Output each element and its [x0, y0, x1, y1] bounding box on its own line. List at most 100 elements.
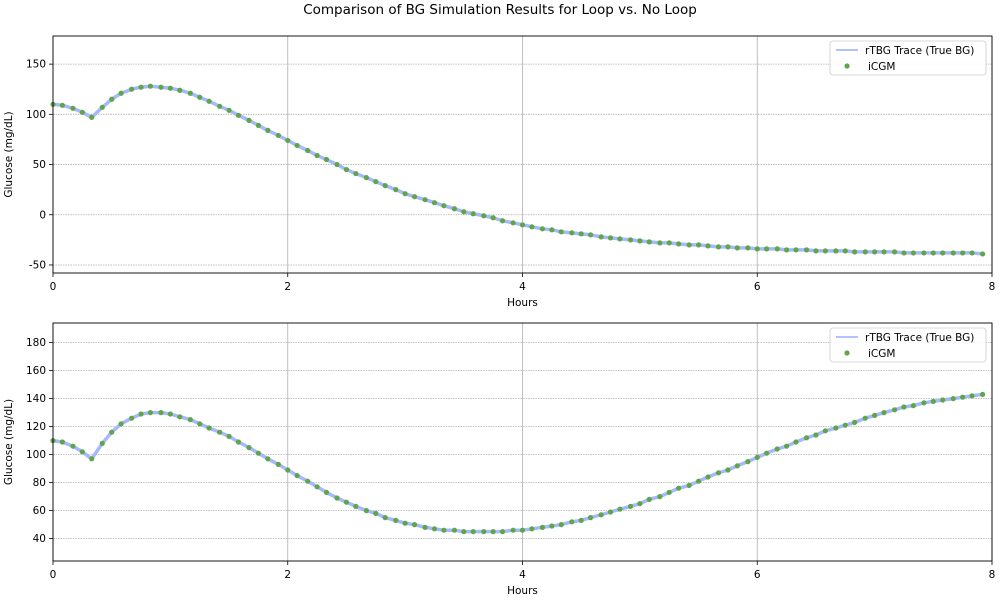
icgm-point — [158, 410, 164, 416]
icgm-point — [79, 449, 85, 455]
x-tick-label: 0 — [50, 569, 57, 581]
x-axis-label: Hours — [507, 297, 538, 309]
subplot-1: -50 0 50 100 150 0 2 4 6 8 Hours Glucose (mg/dL) rTB… — [3, 35, 996, 309]
icgm-point — [803, 247, 810, 253]
y-tick-label: 100 — [26, 449, 46, 461]
icgm-point — [343, 166, 350, 173]
icgm-point — [499, 529, 506, 535]
icgm-point — [451, 527, 458, 533]
icgm-point — [226, 107, 232, 113]
icgm-point — [138, 411, 144, 417]
x-axis-label: Hours — [507, 585, 538, 597]
icgm-point — [607, 509, 614, 515]
icgm-point — [587, 515, 594, 521]
icgm-point — [549, 227, 555, 233]
icgm-point — [470, 529, 476, 535]
legend-label-icgm: iCGM — [868, 348, 895, 360]
icgm-point — [539, 226, 546, 232]
icgm-point — [558, 522, 564, 528]
icgm-point — [715, 244, 722, 250]
icgm-point — [725, 467, 731, 473]
icgm-point — [363, 175, 369, 181]
icgm-point — [294, 473, 300, 479]
icgm-point — [646, 496, 652, 502]
x-tick-label: 4 — [519, 281, 526, 293]
icgm-point — [930, 398, 936, 404]
y-tick-label: 100 — [26, 109, 46, 121]
icgm-point — [431, 526, 438, 532]
x-tick-label: 8 — [989, 281, 996, 293]
icgm-point — [657, 494, 663, 500]
series-icgm — [50, 391, 986, 535]
icgm-point — [627, 503, 634, 509]
icgm-point — [617, 236, 623, 242]
icgm-point — [842, 248, 848, 254]
icgm-point — [217, 429, 223, 435]
y-tick-label: -50 — [29, 259, 46, 271]
icgm-point — [569, 519, 575, 525]
x-tick-label: 6 — [754, 569, 761, 581]
icgm-point — [598, 512, 604, 518]
icgm-point — [510, 527, 516, 533]
icgm-point — [147, 410, 154, 416]
icgm-point — [921, 400, 927, 406]
icgm-point — [481, 529, 487, 535]
icgm-point — [881, 249, 887, 255]
icgm-point — [499, 218, 506, 224]
icgm-point — [510, 220, 516, 226]
icgm-point — [862, 249, 868, 255]
icgm-point — [217, 103, 223, 109]
icgm-point — [734, 245, 740, 251]
axes-frame — [52, 35, 993, 274]
x-tick-label: 0 — [50, 281, 57, 293]
icgm-point — [686, 482, 692, 488]
icgm-point — [940, 250, 946, 256]
icgm-point — [783, 443, 790, 449]
icgm-point — [461, 529, 467, 535]
legend-box — [829, 40, 987, 76]
icgm-point — [745, 459, 751, 465]
x-tick-label: 6 — [754, 281, 761, 293]
icgm-point — [519, 527, 526, 533]
icgm-point — [70, 443, 76, 449]
icgm-point — [695, 242, 702, 248]
icgm-point — [910, 403, 916, 409]
icgm-point — [206, 425, 212, 431]
icgm-point — [637, 501, 643, 507]
legend-dot-swatch — [844, 350, 850, 356]
icgm-point — [578, 517, 584, 524]
y-axis-label: Glucose (mg/dL) — [3, 111, 15, 197]
icgm-point — [109, 96, 115, 102]
icgm-point — [960, 250, 966, 256]
legend-label-rtbg: rTBG Trace (True BG) — [865, 45, 974, 57]
subplot-2: 40 60 80 100 120 140 160 180 0 2 4 6 8 Hours Glucose (… — [3, 322, 995, 597]
legend-label-icgm: iCGM — [868, 61, 895, 73]
icgm-point — [676, 241, 682, 247]
icgm-point — [519, 222, 526, 228]
icgm-point — [441, 203, 447, 209]
icgm-point — [558, 229, 564, 235]
x-tick-label: 2 — [284, 281, 291, 293]
icgm-point — [167, 85, 173, 91]
icgm-point — [901, 250, 907, 256]
icgm-point — [686, 242, 692, 248]
icgm-point — [226, 433, 232, 439]
icgm-point — [705, 474, 711, 480]
icgm-point — [980, 251, 986, 257]
icgm-point — [657, 240, 663, 246]
icgm-point — [891, 249, 898, 255]
icgm-point — [265, 456, 271, 462]
icgm-point — [940, 397, 946, 403]
y-axis-label: Glucose (mg/dL) — [3, 399, 15, 485]
icgm-point — [774, 246, 780, 252]
icgm-point — [285, 137, 291, 144]
icgm-point — [323, 489, 330, 495]
icgm-point — [129, 415, 135, 421]
series-rtbg-trace — [51, 392, 985, 534]
icgm-point — [813, 432, 819, 438]
icgm-point — [980, 391, 986, 397]
icgm-point — [852, 419, 858, 425]
axes-frame — [52, 322, 993, 562]
icgm-point — [803, 435, 810, 441]
